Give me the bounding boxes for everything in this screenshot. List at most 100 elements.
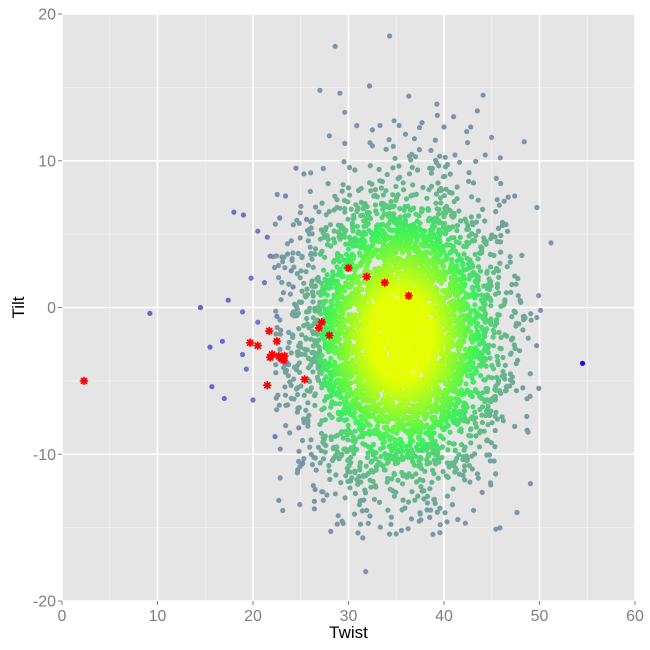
scatter-point [473,324,479,330]
scatter-point [348,380,354,386]
scatter-point [301,392,307,398]
scatter-point [477,305,484,311]
scatter-point [483,412,489,419]
scatter-point [494,285,500,291]
scatter-point [296,360,302,366]
scatter-point [331,228,337,234]
scatter-point [367,397,373,403]
scatter-point [288,382,294,388]
scatter-point [456,471,462,477]
scatter-point [364,268,370,274]
scatter-point [291,264,297,270]
scatter-point [460,262,466,268]
scatter-point [390,143,396,149]
scatter-point [469,194,475,200]
scatter-point [277,346,283,352]
scatter-point [437,522,443,528]
scatter-point [489,134,495,140]
scatter-point [388,521,394,527]
scatter-point [437,239,443,245]
scatter-point [322,254,328,260]
scatter-point [452,152,458,158]
scatter-point [334,197,340,203]
scatter-point [487,480,494,486]
scatter-point [305,400,311,406]
scatter-point [315,444,322,450]
scatter-point [491,269,497,276]
scatter-point [280,507,286,514]
scatter-point [408,193,414,199]
scatter-point [495,358,501,364]
scatter-point [316,209,322,215]
scatter-point [424,195,430,201]
scatter-point [347,284,354,290]
scatter-point [503,384,509,390]
scatter-point [299,288,305,294]
scatter-point [507,259,513,265]
scatter-point [505,194,511,200]
scatter-point [448,275,454,281]
scatter-point [428,170,434,176]
scatter-point [487,278,493,284]
scatter-point [465,140,471,146]
scatter-point [415,167,421,173]
scatter-point [524,427,530,433]
scatter-point [475,256,481,262]
scatter-point [361,218,367,224]
scatter-point [298,344,304,350]
scatter-point [468,214,474,220]
scatter-point [400,180,406,186]
scatter-point [447,171,453,177]
scatter-point [442,510,448,516]
scatter-point [294,271,300,277]
scatter-point [391,493,397,499]
scatter-point [511,342,517,348]
scatter-point [405,526,411,532]
scatter-point [433,191,439,197]
scatter-point [385,459,391,465]
scatter-point [359,212,366,218]
scatter-point [446,414,452,420]
scatter-point [288,238,294,244]
scatter-point [342,234,348,240]
scatter-point [339,188,345,194]
scatter-point [417,477,423,483]
scatter-point [306,412,312,418]
scatter-point [282,392,289,398]
scatter-point [340,311,346,317]
scatter-point [356,401,362,407]
scatter-point [507,371,513,377]
scatter-point [427,486,433,492]
scatter-point [502,388,508,394]
scatter-point [498,303,504,309]
scatter-point [390,165,396,171]
scatter-point [497,525,503,531]
scatter-point [312,246,319,252]
scatter-point [473,233,479,239]
scatter-point [305,238,311,244]
scatter-point [388,199,394,205]
scatter-point [500,368,506,374]
scatter-point [451,198,457,205]
scatter-point [444,493,451,499]
scatter-point [481,428,487,434]
scatter-point [348,206,354,212]
scatter-point [299,299,305,305]
scatter-point [352,490,358,497]
scatter-point [327,285,334,291]
scatter-point [528,317,534,323]
scatter-point [439,425,445,431]
scatter-point [492,427,498,434]
scatter-point [391,470,397,476]
scatter-point [467,272,473,278]
scatter-point [499,414,505,420]
scatter-point [381,347,387,354]
scatter-point [372,187,378,193]
scatter-point [421,243,427,249]
scatter-point [468,440,474,446]
scatter-point [303,336,309,342]
scatter-point [494,239,500,245]
scatter-point [322,324,328,330]
scatter-point [342,140,348,146]
scatter-point [493,383,499,389]
